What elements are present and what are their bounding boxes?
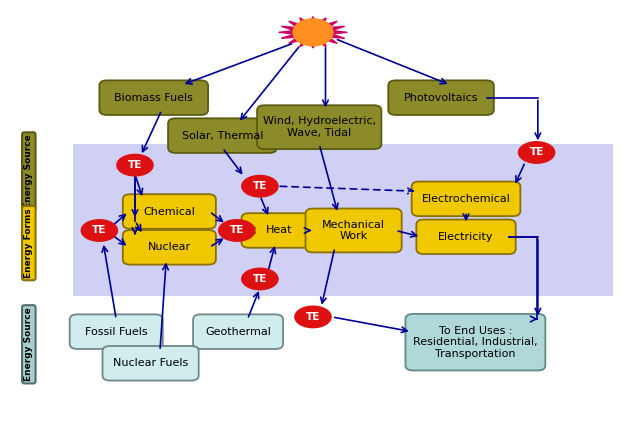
FancyBboxPatch shape (69, 314, 163, 349)
Text: TE: TE (92, 225, 106, 236)
Text: Energy Forms: Energy Forms (24, 208, 33, 278)
FancyBboxPatch shape (168, 118, 277, 153)
Text: Biomass Fuels: Biomass Fuels (115, 93, 193, 103)
Text: Photovoltaics: Photovoltaics (404, 93, 478, 103)
FancyBboxPatch shape (406, 314, 545, 371)
FancyBboxPatch shape (305, 209, 402, 253)
Text: Nuclear Fuels: Nuclear Fuels (113, 358, 188, 368)
Text: Heat: Heat (265, 225, 292, 236)
Ellipse shape (218, 220, 255, 241)
Text: Nuclear: Nuclear (148, 242, 191, 253)
Ellipse shape (117, 154, 153, 176)
FancyBboxPatch shape (257, 105, 381, 149)
Text: Electrochemical: Electrochemical (421, 194, 510, 204)
Text: Chemical: Chemical (143, 206, 195, 217)
Ellipse shape (518, 142, 555, 163)
Ellipse shape (242, 176, 278, 197)
Ellipse shape (81, 220, 118, 241)
FancyBboxPatch shape (123, 194, 216, 229)
FancyBboxPatch shape (193, 314, 283, 349)
Text: Energy Source: Energy Source (24, 135, 33, 208)
Text: TE: TE (530, 148, 544, 157)
Polygon shape (279, 16, 347, 48)
FancyBboxPatch shape (73, 144, 613, 296)
Ellipse shape (295, 306, 331, 328)
Text: TE: TE (230, 225, 244, 236)
Text: TE: TE (253, 181, 267, 191)
Text: TE: TE (253, 274, 267, 284)
Text: Mechanical
Work: Mechanical Work (322, 220, 385, 241)
Text: To End Uses :
Residential, Industrial,
Transportation: To End Uses : Residential, Industrial, T… (413, 326, 538, 359)
Text: Electricity: Electricity (438, 232, 494, 242)
Text: Solar, Thermal: Solar, Thermal (182, 131, 263, 140)
Text: Fossil Fuels: Fossil Fuels (85, 327, 148, 337)
Ellipse shape (242, 268, 278, 290)
FancyBboxPatch shape (412, 181, 520, 216)
Text: Wind, Hydroelectric,
Wave, Tidal: Wind, Hydroelectric, Wave, Tidal (263, 116, 376, 138)
FancyBboxPatch shape (100, 80, 208, 115)
Text: TE: TE (128, 160, 142, 170)
Circle shape (293, 19, 333, 46)
Text: Geothermal: Geothermal (205, 327, 271, 337)
FancyBboxPatch shape (123, 230, 216, 265)
Text: Energy Source: Energy Source (24, 308, 33, 381)
Text: TE: TE (306, 312, 320, 322)
FancyBboxPatch shape (242, 213, 316, 248)
FancyBboxPatch shape (103, 346, 198, 381)
FancyBboxPatch shape (388, 80, 494, 115)
FancyBboxPatch shape (416, 220, 516, 254)
